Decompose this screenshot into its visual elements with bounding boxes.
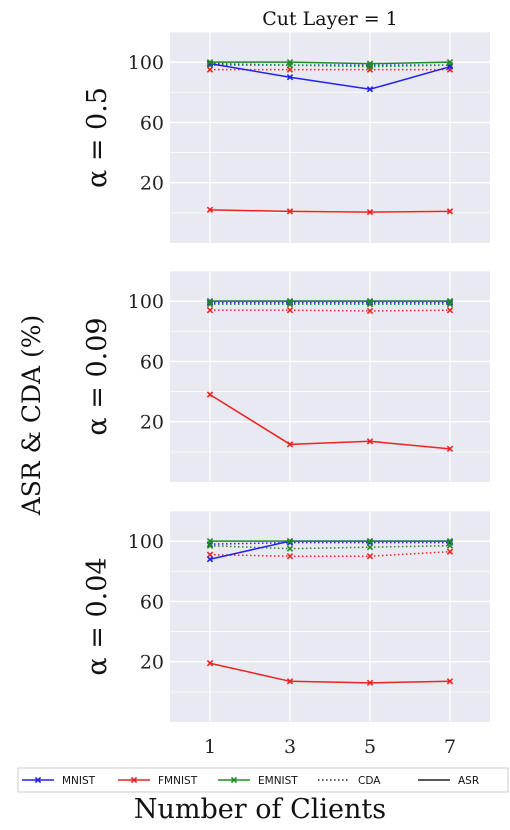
x-axis-label: Number of Clients xyxy=(134,794,386,825)
data-point-emnist-asr xyxy=(366,60,374,67)
data-point-emnist-asr xyxy=(206,297,214,305)
series-line-fmnist-asr xyxy=(209,662,451,684)
x-tick-label: 7 xyxy=(444,736,456,758)
y-tick-label: 100 xyxy=(128,531,164,553)
y-tick-label: 60 xyxy=(140,112,164,134)
y-axis-label: ASR & CDA (%) xyxy=(17,315,46,517)
data-point-fmnist-cda xyxy=(206,307,214,314)
panel-2: 20 60 100 α = 0.09 xyxy=(82,270,490,482)
data-point-mnist-asr xyxy=(206,556,214,563)
data-point-fmnist-asr xyxy=(446,208,454,215)
series-line-fmnist-cda xyxy=(209,550,451,557)
plot-area xyxy=(170,32,490,243)
data-point-emnist-cda xyxy=(286,545,294,552)
chart-title: Cut Layer = 1 xyxy=(262,8,398,30)
panels: 20 60 100 α = 0.5 20 60 100 α = 0.09 20 60 100 α = … xyxy=(82,31,490,758)
data-point-fmnist-asr xyxy=(366,438,374,445)
data-point-fmnist-asr xyxy=(286,441,294,448)
data-point-fmnist-asr xyxy=(286,208,294,215)
panel-label: α = 0.04 xyxy=(82,557,113,675)
legend-label-cda: CDA xyxy=(358,775,381,787)
legend-label-fmnist: FMNIST xyxy=(158,775,198,787)
data-point-fmnist-cda xyxy=(446,307,454,314)
data-point-emnist-asr xyxy=(366,297,374,305)
data-point-fmnist-asr xyxy=(206,206,214,214)
legend-marker-mnist xyxy=(34,776,42,784)
data-point-fmnist-cda xyxy=(286,307,294,314)
series-line-emnist-asr xyxy=(210,61,451,65)
panel-3: 20 60 100 α = 0.04 1 3 5 7 xyxy=(82,510,490,758)
data-point-mnist-asr xyxy=(286,74,294,81)
legend-marker-fmnist xyxy=(130,776,138,784)
y-tick-label: 100 xyxy=(128,291,164,313)
x-tick-label: 5 xyxy=(364,736,376,758)
x-tick-label: 3 xyxy=(284,736,296,758)
y-tick-label: 20 xyxy=(140,412,164,434)
data-point-fmnist-cda xyxy=(286,553,294,560)
panel-label: α = 0.5 xyxy=(82,87,113,188)
y-tick-label: 100 xyxy=(128,52,164,74)
data-point-fmnist-asr xyxy=(206,391,214,398)
data-point-emnist-asr xyxy=(286,58,294,66)
panel-1: 20 60 100 α = 0.5 xyxy=(82,31,490,243)
plot-area xyxy=(170,271,490,482)
data-point-emnist-asr xyxy=(206,537,214,545)
data-point-fmnist-asr xyxy=(446,445,454,453)
data-point-emnist-asr xyxy=(366,537,374,545)
data-point-emnist-cda xyxy=(366,544,374,551)
series-line-mnist-cda xyxy=(209,541,450,545)
legend-label-emnist: EMNIST xyxy=(258,775,298,787)
data-point-fmnist-asr xyxy=(446,678,454,685)
legend-label-mnist: MNIST xyxy=(62,775,96,787)
legend-marker-emnist xyxy=(230,776,238,784)
y-tick-label: 20 xyxy=(140,652,164,674)
data-point-emnist-asr xyxy=(286,297,294,305)
series-line-fmnist-cda xyxy=(210,309,451,312)
data-point-emnist-asr xyxy=(446,537,454,545)
legend-label-asr: ASR xyxy=(458,775,479,787)
data-point-emnist-asr xyxy=(206,58,214,66)
series-line-fmnist-asr xyxy=(209,393,451,450)
data-point-fmnist-asr xyxy=(366,208,374,216)
data-point-fmnist-cda xyxy=(366,553,374,560)
series-line-emnist-cda xyxy=(209,544,451,550)
y-tick-label: 20 xyxy=(140,173,164,195)
data-point-fmnist-asr xyxy=(206,660,214,667)
series-line-fmnist-asr xyxy=(209,209,451,213)
y-tick-label: 60 xyxy=(140,351,164,373)
panel-label: α = 0.09 xyxy=(82,317,113,435)
data-point-fmnist-asr xyxy=(366,679,374,686)
y-tick-label: 60 xyxy=(140,591,164,613)
data-point-emnist-asr xyxy=(446,58,454,66)
data-point-mnist-asr xyxy=(366,86,374,93)
data-point-fmnist-cda xyxy=(366,307,374,315)
data-point-emnist-asr xyxy=(446,297,454,305)
series-line-mnist-cda xyxy=(209,62,450,66)
data-point-emnist-asr xyxy=(286,537,294,545)
series-line-emnist-cda xyxy=(210,64,451,68)
series-line-mnist-asr xyxy=(209,62,451,91)
data-point-fmnist-asr xyxy=(286,678,294,685)
legend: MNIST FMNIST EMNIST CDA ASR xyxy=(17,767,509,793)
data-point-fmnist-cda xyxy=(446,548,454,555)
x-tick-label: 1 xyxy=(204,736,216,758)
